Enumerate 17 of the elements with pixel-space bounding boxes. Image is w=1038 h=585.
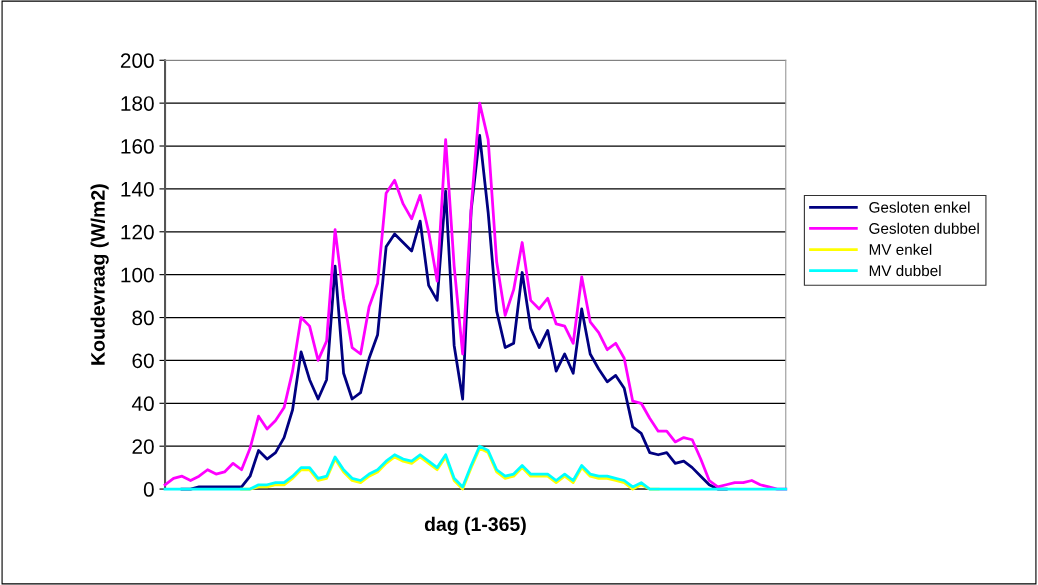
y-tick-label: 0 xyxy=(143,482,154,497)
y-tick-label: 180 xyxy=(121,96,154,111)
y-axis-title: Koudevraag (W/m2) xyxy=(90,184,109,365)
y-tick-label: 140 xyxy=(121,181,154,197)
legend-label: MV dubbel xyxy=(869,264,941,277)
legend-label: Gesloten enkel xyxy=(869,201,970,213)
y-tick-label: 120 xyxy=(121,224,154,240)
x-axis-title: dag (1-365) xyxy=(424,516,526,536)
y-tick-label: 40 xyxy=(131,396,154,412)
y-tick-label: 160 xyxy=(121,139,154,154)
legend-label: Gesloten dubbel xyxy=(869,222,979,234)
legend-label: MV enkel xyxy=(869,243,932,256)
y-tick-label: 20 xyxy=(132,439,154,454)
y-tick-label: 60 xyxy=(132,353,154,369)
y-tick-label: 100 xyxy=(121,267,154,283)
y-tick-label: 80 xyxy=(132,310,154,326)
y-tick-label: 200 xyxy=(120,53,154,69)
